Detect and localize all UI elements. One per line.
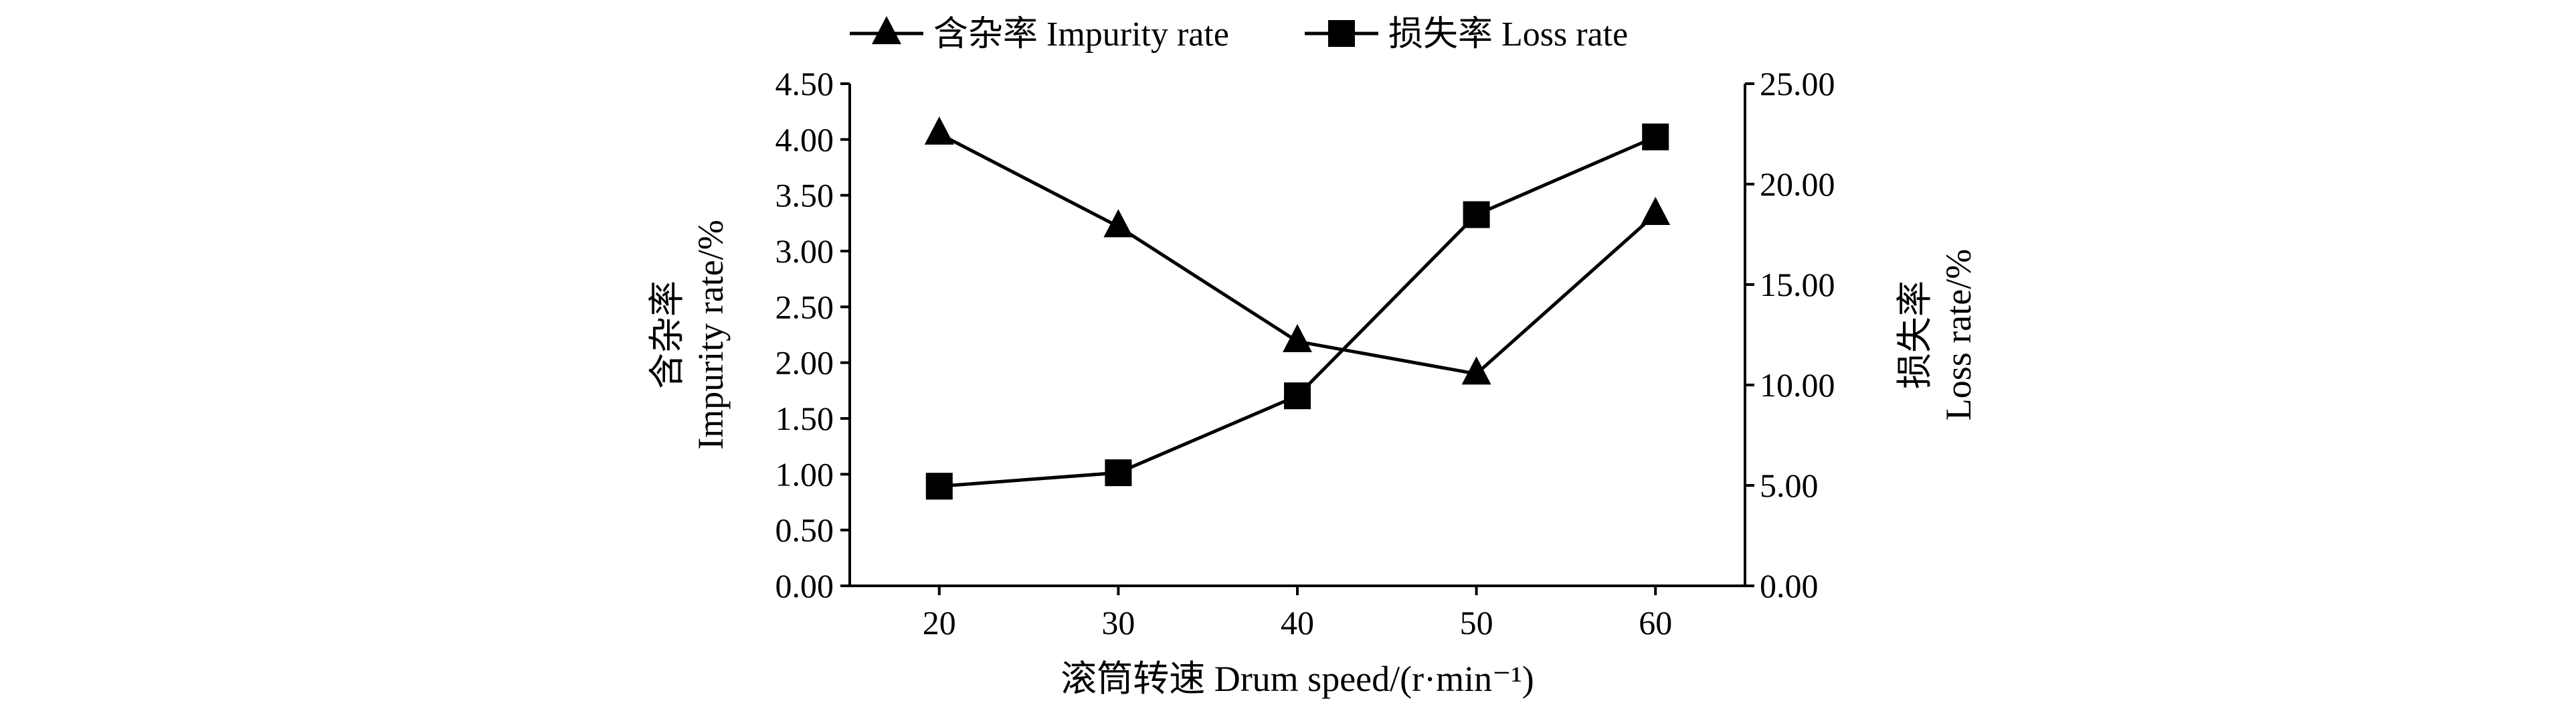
left-y-axis-label-en: Impurity rate/% (691, 220, 731, 449)
left-y-tick-label: 2.00 (775, 344, 834, 382)
impurity-rate-point (924, 116, 954, 145)
x-tick-label: 40 (1281, 604, 1314, 641)
left-y-tick-label: 1.00 (775, 455, 834, 493)
legend-marker-triangle (872, 16, 901, 44)
right-y-axis-label-en: Loss rate/% (1938, 249, 1979, 420)
left-y-tick-label: 0.50 (775, 512, 834, 549)
legend-marker-square (1328, 20, 1355, 47)
x-tick-label: 30 (1101, 604, 1135, 641)
impurity-rate-point (1461, 356, 1491, 385)
right-y-tick-label: 0.00 (1760, 567, 1819, 605)
left-y-axis-label-cn: 含杂率 (647, 281, 687, 389)
right-y-tick-label: 25.00 (1760, 65, 1835, 102)
right-y-axis-label-cn: 损失率 (1895, 281, 1935, 389)
x-tick-label: 50 (1460, 604, 1493, 641)
left-y-tick-label: 0.00 (775, 567, 834, 605)
left-y-tick-label: 2.50 (775, 288, 834, 325)
right-y-tick-label: 10.00 (1760, 366, 1835, 404)
left-y-tick-label: 1.50 (775, 400, 834, 437)
legend-label: 损失率 Loss rate (1388, 15, 1628, 54)
left-y-tick-label: 3.50 (775, 177, 834, 214)
loss-rate-point (1642, 123, 1669, 151)
impurity-rate-point (1641, 197, 1671, 225)
x-tick-label: 60 (1639, 604, 1672, 641)
loss-rate-point (925, 473, 953, 500)
loss-rate-point (1105, 459, 1132, 487)
loss-rate-point (1284, 382, 1311, 410)
left-y-tick-label: 3.00 (775, 232, 834, 270)
right-y-tick-label: 15.00 (1760, 266, 1835, 303)
impurity-rate-point (1103, 209, 1133, 238)
legend-label: 含杂率 Impurity rate (933, 15, 1229, 54)
impurity-rate-point (1283, 324, 1312, 352)
loss-rate-point (1463, 201, 1490, 228)
x-axis-label: 滚筒转速 Drum speed/(r·min⁻¹) (1061, 659, 1534, 699)
x-tick-label: 20 (923, 604, 956, 641)
left-y-tick-label: 4.50 (775, 65, 834, 102)
right-y-tick-label: 5.00 (1760, 467, 1819, 504)
right-y-tick-label: 20.00 (1760, 165, 1835, 203)
left-y-tick-label: 4.00 (775, 121, 834, 158)
